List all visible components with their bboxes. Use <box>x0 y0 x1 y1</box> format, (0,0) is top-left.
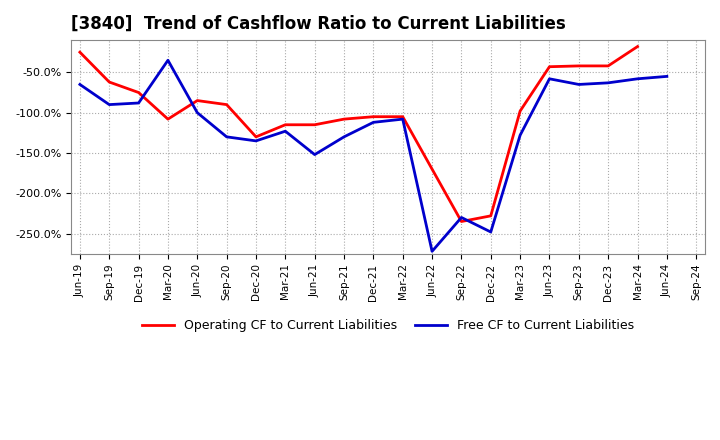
Text: [3840]  Trend of Cashflow Ratio to Current Liabilities: [3840] Trend of Cashflow Ratio to Curren… <box>71 15 566 33</box>
Operating CF to Current Liabilities <box>545 64 554 70</box>
Free CF to Current Liabilities <box>604 80 613 85</box>
Free CF to Current Liabilities <box>457 215 466 220</box>
Free CF to Current Liabilities <box>662 74 671 79</box>
Free CF to Current Liabilities <box>193 110 202 115</box>
Free CF to Current Liabilities <box>163 58 172 63</box>
Operating CF to Current Liabilities <box>310 122 319 128</box>
Operating CF to Current Liabilities <box>252 134 261 139</box>
Free CF to Current Liabilities <box>281 128 289 134</box>
Operating CF to Current Liabilities <box>76 50 84 55</box>
Operating CF to Current Liabilities <box>633 44 642 49</box>
Legend: Operating CF to Current Liabilities, Free CF to Current Liabilities: Operating CF to Current Liabilities, Fre… <box>138 314 639 337</box>
Operating CF to Current Liabilities <box>398 114 407 119</box>
Operating CF to Current Liabilities <box>134 90 143 95</box>
Free CF to Current Liabilities <box>487 229 495 235</box>
Free CF to Current Liabilities <box>105 102 114 107</box>
Operating CF to Current Liabilities <box>193 98 202 103</box>
Operating CF to Current Liabilities <box>604 63 613 69</box>
Operating CF to Current Liabilities <box>369 114 378 119</box>
Free CF to Current Liabilities <box>340 134 348 139</box>
Operating CF to Current Liabilities <box>516 108 524 114</box>
Free CF to Current Liabilities <box>76 82 84 87</box>
Operating CF to Current Liabilities <box>457 219 466 224</box>
Free CF to Current Liabilities <box>310 152 319 157</box>
Operating CF to Current Liabilities <box>222 102 231 107</box>
Free CF to Current Liabilities <box>252 138 261 143</box>
Operating CF to Current Liabilities <box>281 122 289 128</box>
Free CF to Current Liabilities <box>575 82 583 87</box>
Free CF to Current Liabilities <box>516 132 524 138</box>
Free CF to Current Liabilities <box>222 134 231 139</box>
Free CF to Current Liabilities <box>428 249 436 254</box>
Free CF to Current Liabilities <box>369 120 378 125</box>
Free CF to Current Liabilities <box>134 100 143 106</box>
Free CF to Current Liabilities <box>633 76 642 81</box>
Operating CF to Current Liabilities <box>163 117 172 122</box>
Line: Operating CF to Current Liabilities: Operating CF to Current Liabilities <box>80 47 637 221</box>
Operating CF to Current Liabilities <box>105 79 114 84</box>
Line: Free CF to Current Liabilities: Free CF to Current Liabilities <box>80 60 667 251</box>
Operating CF to Current Liabilities <box>575 63 583 69</box>
Operating CF to Current Liabilities <box>487 213 495 219</box>
Operating CF to Current Liabilities <box>340 117 348 122</box>
Free CF to Current Liabilities <box>398 117 407 122</box>
Operating CF to Current Liabilities <box>428 166 436 172</box>
Free CF to Current Liabilities <box>545 76 554 81</box>
